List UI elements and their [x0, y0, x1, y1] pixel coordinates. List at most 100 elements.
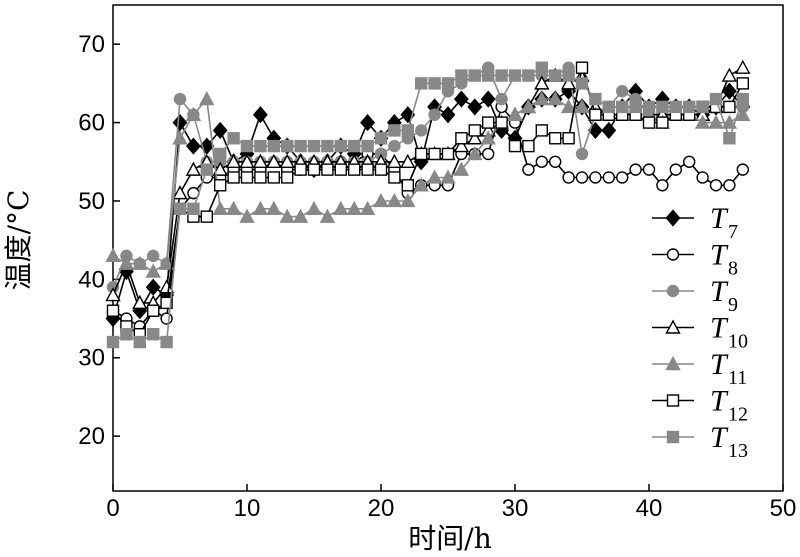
data-point-T12 [562, 132, 575, 145]
data-point-T10 [400, 153, 416, 168]
data-point-T7 [145, 278, 161, 296]
data-point-T13 [133, 335, 147, 349]
data-point-T12 [415, 147, 428, 161]
data-point-T11 [239, 208, 255, 223]
data-point-T10 [239, 153, 255, 168]
data-point-T11 [507, 106, 523, 121]
data-point-T10 [252, 153, 269, 168]
legend-subscript: 11 [728, 367, 747, 389]
data-point-T13 [388, 124, 401, 137]
data-point-T12 [428, 147, 441, 161]
data-point-T13 [562, 69, 575, 82]
data-point-T9 [616, 85, 629, 98]
data-point-T12 [307, 163, 321, 176]
data-point-T13 [736, 92, 749, 106]
data-point-T13 [535, 61, 548, 74]
data-point-T13 [669, 100, 682, 114]
data-point-T11 [279, 208, 295, 223]
y-tick-label: 40 [78, 266, 105, 293]
data-point-T13 [160, 335, 173, 349]
y-tick-label: 50 [78, 188, 105, 215]
data-point-T13 [307, 139, 321, 153]
data-point-T8 [589, 171, 602, 184]
data-point-T11 [520, 98, 537, 114]
data-point-T13 [187, 202, 200, 216]
data-point-T10 [560, 75, 577, 90]
data-point-T8 [522, 163, 535, 176]
data-point-T13 [415, 77, 428, 90]
data-point-T11 [252, 200, 269, 216]
y-tick-label: 20 [78, 423, 105, 450]
x-tick-label: 30 [502, 495, 529, 522]
legend-marker [666, 430, 680, 444]
data-point-T13 [495, 69, 508, 82]
data-point-T7 [440, 106, 456, 124]
data-point-T13 [683, 100, 696, 114]
data-point-T13 [656, 100, 669, 114]
legend-marker [665, 209, 681, 227]
data-point-T12 [294, 163, 307, 176]
data-point-T13 [173, 202, 187, 216]
data-point-T10 [158, 279, 175, 294]
data-point-T11 [480, 130, 496, 145]
data-point-T13 [575, 77, 589, 90]
x-tick-label: 20 [368, 495, 395, 522]
data-point-T13 [200, 163, 214, 176]
data-point-T12 [200, 210, 214, 223]
legend-subscript: 8 [728, 258, 738, 280]
legend-label: T [710, 275, 729, 308]
data-point-T11 [426, 169, 443, 184]
data-point-T13 [348, 139, 361, 153]
y-tick-label: 60 [78, 110, 105, 137]
data-point-T8 [723, 179, 736, 192]
data-point-T13 [361, 139, 374, 153]
data-point-T8 [549, 155, 562, 168]
y-tick-label: 70 [78, 31, 105, 58]
data-point-T13 [281, 139, 294, 153]
data-point-T7 [360, 114, 376, 132]
data-point-T11 [266, 200, 282, 216]
data-point-T8 [575, 171, 589, 184]
legend-label: T [710, 348, 729, 381]
data-point-T12 [213, 179, 227, 192]
data-point-T8 [160, 312, 173, 325]
data-point-T9 [428, 108, 441, 121]
data-point-T12 [723, 100, 736, 114]
data-point-T11 [145, 263, 161, 278]
data-point-T11 [359, 200, 376, 216]
x-tick-label: 0 [106, 495, 119, 522]
data-point-T10 [721, 67, 738, 82]
data-point-T13 [321, 139, 334, 153]
data-point-T8 [696, 171, 709, 184]
data-point-T13 [616, 100, 629, 114]
legend-label: T [710, 385, 729, 418]
data-point-T11 [694, 114, 711, 129]
data-point-T13 [723, 132, 736, 145]
data-point-T13 [468, 69, 481, 82]
axes: 0 10 20 30 40 50 20 30 40 50 60 70 [78, 4, 796, 522]
data-point-T13 [441, 77, 455, 90]
legend-label: T [710, 312, 729, 345]
data-point-T11 [373, 192, 389, 208]
legend-label: T [710, 239, 729, 272]
data-point-T12 [361, 163, 374, 176]
series-T13 [106, 61, 749, 349]
data-point-T11 [346, 200, 362, 216]
data-point-T7 [212, 121, 228, 139]
legend-marker [665, 319, 681, 334]
data-point-T7 [601, 121, 617, 139]
data-point-T13 [709, 92, 723, 106]
data-point-T8 [629, 163, 642, 176]
data-point-T10 [185, 161, 202, 176]
data-point-T11 [400, 192, 416, 208]
data-point-T13 [106, 335, 120, 349]
data-point-T13 [294, 139, 307, 153]
data-point-T11 [118, 255, 135, 270]
data-point-T8 [669, 163, 682, 176]
data-point-T9 [415, 124, 428, 137]
data-point-T7 [185, 137, 201, 155]
legend-entry-T10: T 10 [652, 312, 748, 353]
data-point-T12 [508, 139, 522, 153]
data-point-T11 [333, 200, 349, 216]
